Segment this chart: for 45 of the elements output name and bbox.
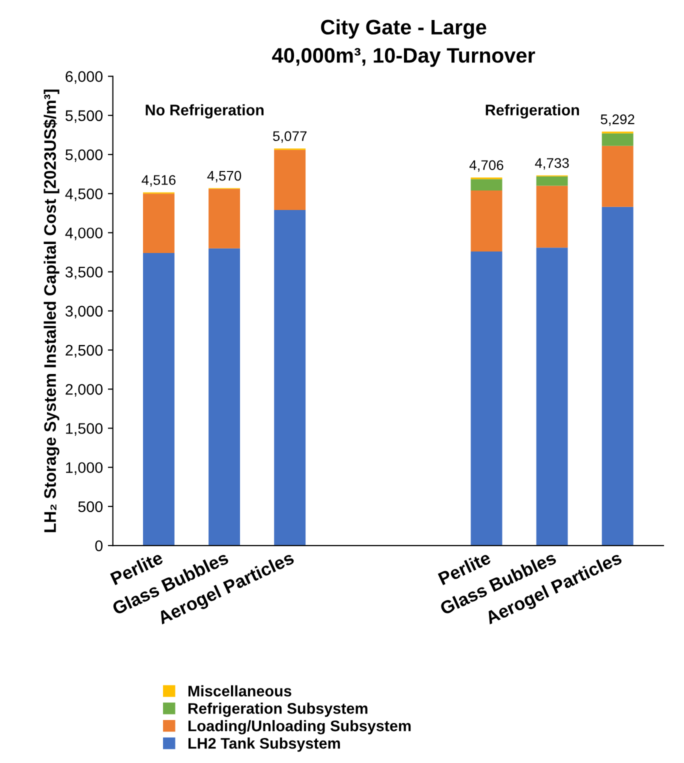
y-tick-label: 1,000 (66, 462, 103, 475)
y-tick-label: 5,000 (66, 149, 103, 162)
bar (274, 150, 306, 210)
y-tick-label: 3,000 (65, 306, 103, 318)
annotation: Refrigeration (486, 104, 579, 119)
bar (602, 146, 634, 207)
bar (208, 188, 240, 248)
bar (143, 253, 174, 546)
legend-label: LH2 Tank Subsystem (188, 738, 340, 752)
bar (274, 210, 306, 546)
total-label: 5,292 (600, 114, 634, 126)
chart-title: City Gate - Large (321, 19, 486, 39)
total-label: 4,516 (142, 175, 176, 187)
legend-label: Refrigeration Subsystem (188, 702, 368, 717)
y-tick-label: 500 (78, 501, 103, 512)
y-tick-label: 5,500 (66, 110, 103, 123)
total-label: 5,077 (273, 131, 307, 143)
y-tick-label: 1,500 (66, 423, 103, 436)
legend-label: Miscellaneous (188, 685, 292, 696)
x-tick-label: Perlite (438, 550, 492, 586)
total-label: 4,570 (207, 170, 242, 182)
bar (470, 179, 502, 190)
total-label: 4,733 (534, 158, 569, 170)
y-tick-label: 4,500 (65, 188, 103, 202)
y-tick-label: 6,000 (66, 71, 103, 84)
y-tick-label: 4,000 (65, 228, 103, 240)
y-axis-title: LH₂ Storage System Installed Capital Cost [2023US$/m³] (43, 90, 60, 532)
y-tick-label: 2,500 (66, 344, 103, 358)
y-tick-label: 3,500 (65, 266, 103, 280)
bar (208, 248, 240, 546)
bar (602, 133, 634, 146)
total-label: 4,706 (469, 160, 504, 172)
bar (143, 194, 174, 254)
bar (602, 206, 634, 546)
bar (470, 190, 502, 252)
bar (536, 186, 568, 248)
x-tick-label: Perlite (110, 550, 164, 586)
chart-subtitle: 40,000m³, 10-Day Turnover (272, 48, 536, 67)
bar (536, 248, 568, 546)
bar (536, 176, 568, 186)
legend-label: Loading/Unloading Subsystem (188, 720, 411, 734)
y-tick-label: 0 (95, 540, 103, 552)
y-tick-label: 2,000 (66, 384, 103, 397)
bar (470, 251, 502, 546)
annotation: No Refrigeration (146, 104, 264, 119)
